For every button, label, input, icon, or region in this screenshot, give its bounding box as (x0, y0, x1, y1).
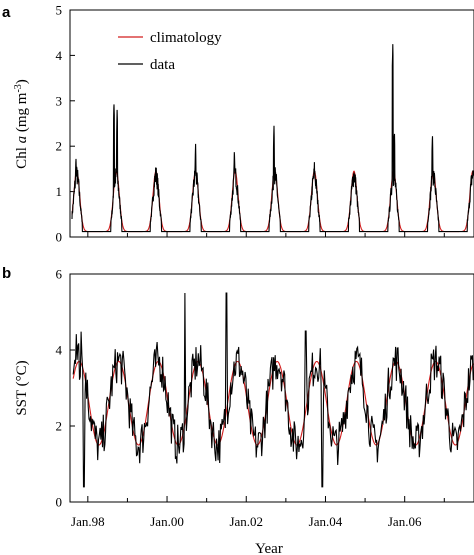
x-axis-title: Year (255, 541, 283, 555)
legend: climatology data (118, 30, 222, 73)
x-tick-labels: Jan.98 Jan.00 Jan.02 Jan.04 Jan.06 (71, 514, 422, 529)
panel-b-letter: b (2, 265, 11, 282)
panel-b-ytick-label: 4 (56, 343, 63, 358)
panel-a-y-title: Chl a (mg m-3) (13, 79, 31, 169)
panel-a-ytick-label: 4 (56, 48, 63, 63)
panel-b-ytick-label: 2 (56, 419, 63, 434)
x-tick-label: Jan.98 (71, 514, 105, 529)
panel-a-letter: a (2, 4, 11, 21)
panel-a-ytick-label: 0 (56, 230, 63, 245)
panel-b-frame (69, 273, 474, 503)
panel-a-y-axis: 0 1 2 3 4 5 (56, 3, 75, 245)
panel-b-ytick-label: 0 (56, 495, 63, 510)
panel-b: b 0 2 4 6 SST (°C) (2, 265, 474, 510)
panel-a-ytick-label: 3 (56, 93, 63, 108)
x-tick-label: Jan.02 (229, 514, 263, 529)
panel-b-x-axis (87, 496, 445, 502)
x-tick-label: Jan.00 (150, 514, 184, 529)
panel-b-y-axis: 0 2 4 6 (56, 267, 75, 510)
legend-label-climatology: climatology (150, 30, 222, 46)
panel-b-ytick-label: 6 (56, 267, 63, 282)
legend-label-data: data (150, 57, 175, 73)
series-data-sst-line (72, 292, 474, 488)
panel-a-ytick-label: 5 (56, 3, 63, 18)
panel-a-ytick-label: 1 (56, 184, 63, 199)
x-tick-label: Jan.04 (309, 514, 343, 529)
panel-a-ytick-label: 2 (56, 139, 63, 154)
series-data-line (71, 44, 474, 233)
x-tick-label: Jan.06 (388, 514, 422, 529)
panel-b-y-title: SST (°C) (14, 360, 30, 415)
panel-a: a 0 1 2 3 4 5 Chl a (mg m-3) climatology data (2, 3, 474, 245)
panel-a-frame (69, 9, 474, 238)
